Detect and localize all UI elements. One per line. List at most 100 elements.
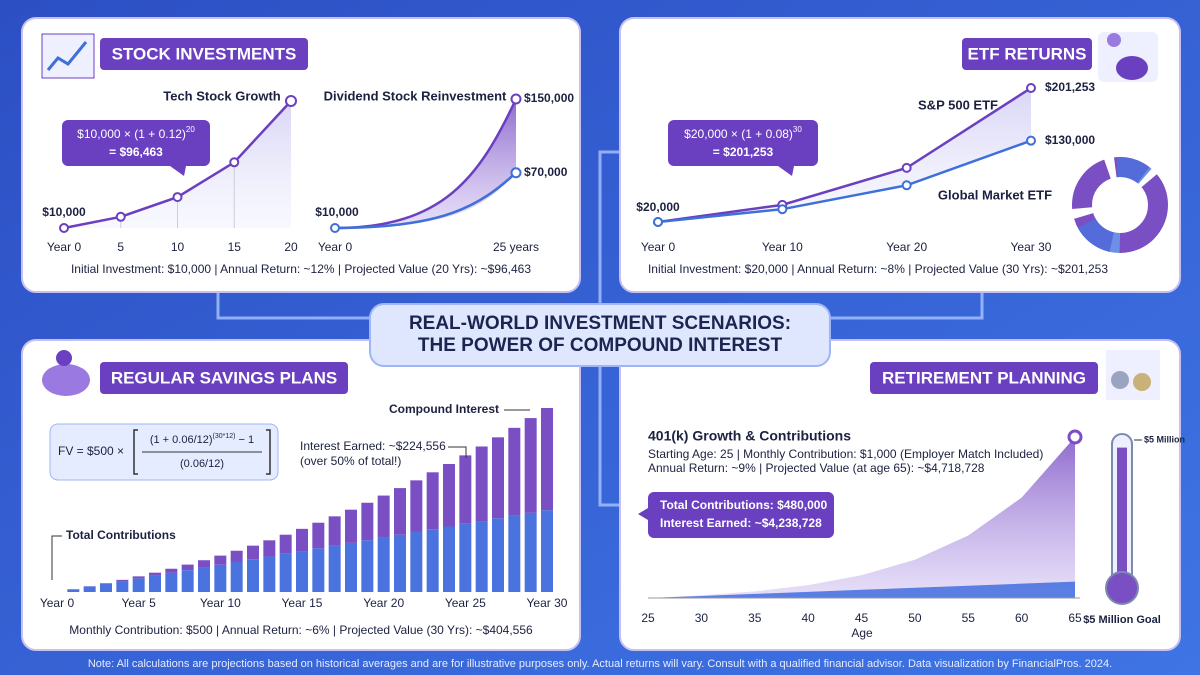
series-label: Compound Interest	[389, 402, 499, 416]
area	[335, 99, 516, 228]
x-tick-label: 25 years	[493, 240, 539, 254]
area	[658, 88, 1031, 222]
x-tick-label: 15	[228, 240, 242, 254]
bar-interest	[426, 472, 439, 530]
line	[334, 171, 517, 230]
series-name: Global Market ETF	[938, 187, 1052, 202]
main-title: REAL-WORLD INVESTMENT SCENARIOS:	[409, 313, 791, 334]
formula-result: = $201,253	[713, 145, 774, 159]
x-tick-label: Year 30	[1011, 240, 1052, 254]
bar-interest	[377, 495, 390, 538]
subtitle: 401(k) Growth & Contributions	[648, 428, 851, 444]
point	[1026, 83, 1036, 93]
x-tick-label: 45	[855, 611, 869, 625]
bar-contribution	[67, 589, 80, 592]
bar-interest	[410, 480, 423, 532]
bar-contribution	[263, 556, 276, 592]
gauge-label: $5 Million	[1144, 434, 1185, 444]
bar-contribution	[279, 553, 292, 592]
connectors	[216, 150, 984, 507]
bar-interest	[247, 545, 259, 560]
callout-tail	[170, 166, 186, 176]
point	[901, 162, 912, 173]
bar-contribution	[361, 540, 374, 592]
bar-interest	[296, 528, 308, 552]
bar-contribution	[459, 523, 472, 592]
panels	[21, 17, 1181, 651]
callout	[668, 120, 818, 166]
bar-contribution	[214, 564, 227, 592]
x-tick-label: 5	[117, 240, 124, 254]
bar-contribution	[492, 518, 504, 592]
bar-contribution	[296, 551, 308, 592]
x-tick-label: Year 10	[200, 596, 241, 610]
point	[653, 217, 663, 227]
x-tick-label: Year 0	[641, 240, 676, 254]
bar-interest	[181, 564, 194, 571]
callout-text: Interest Earned: ~$4,238,728	[660, 516, 822, 530]
end-label: $130,000	[1045, 133, 1095, 147]
line	[657, 139, 1032, 224]
formula: $20,000 × (1 + 0.08)30	[684, 125, 802, 141]
bar-contribution	[345, 542, 357, 592]
bar-contribution	[541, 510, 553, 592]
point	[510, 93, 522, 105]
bar-contribution	[132, 578, 145, 592]
pointer	[448, 446, 467, 458]
point	[172, 192, 183, 203]
x-tick-label: 20	[284, 240, 298, 254]
formula-part: (1 + 0.06/12)	[150, 434, 213, 446]
callout-tail	[638, 508, 648, 520]
x-tick-label: Year 10	[762, 240, 803, 254]
line	[334, 98, 518, 230]
note: Note: All calculations are projections b…	[88, 658, 1112, 670]
line	[657, 86, 1032, 224]
bar-contribution	[247, 559, 259, 592]
point	[229, 157, 240, 168]
point	[510, 167, 522, 179]
info: Annual Return: ~9% | Projected Value (at…	[648, 461, 985, 475]
start-label: $10,000	[42, 205, 86, 219]
heading: ETF RETURNS	[968, 44, 1087, 63]
bar-contribution	[524, 512, 537, 592]
formula-part: − 1	[236, 434, 255, 446]
x-tick-label: Year 20	[363, 596, 404, 610]
bar-interest	[100, 583, 112, 584]
x-tick-label: 65	[1068, 611, 1082, 625]
x-tick-label: 60	[1015, 611, 1029, 625]
formula-den: (0.06/12)	[180, 458, 224, 470]
bar-interest	[345, 509, 357, 543]
gauge-bulb	[1105, 571, 1139, 605]
footer: Initial Investment: $20,000 | Annual Ret…	[648, 262, 1108, 276]
x-tick-label: Year 20	[886, 240, 927, 254]
bar-contribution	[475, 521, 488, 592]
point	[1026, 135, 1036, 146]
bar-contribution	[116, 581, 129, 592]
bar-contribution	[394, 534, 406, 592]
formula-lhs: FV = $500 ×	[58, 444, 124, 458]
formula-base: $20,000 × (1 + 0.08)	[684, 127, 793, 141]
annotation: Interest Earned: ~$224,556	[300, 439, 446, 453]
icons	[41, 32, 1168, 400]
chart-title: Tech Stock Growth	[163, 88, 281, 103]
x-tick-label: 55	[962, 611, 976, 625]
bar-contribution	[377, 537, 390, 592]
bar-interest	[492, 437, 504, 519]
chart-title: Dividend Stock Reinvestment	[324, 88, 507, 103]
bar-interest	[508, 427, 521, 516]
x-tick-label: 50	[908, 611, 922, 625]
end-label: $70,000	[524, 165, 568, 179]
bar-interest	[279, 534, 292, 554]
point	[777, 204, 788, 215]
gauge-fill	[1117, 447, 1127, 585]
x-tick-label: Year 0	[47, 240, 82, 254]
point	[59, 223, 69, 233]
start-label: $10,000	[315, 205, 359, 219]
series-label: Total Contributions	[66, 528, 176, 542]
formula-exp: 30	[793, 125, 802, 134]
bar-interest	[132, 576, 145, 579]
callout	[648, 492, 834, 538]
x-tick-label: Year 0	[318, 240, 353, 254]
bar-interest	[198, 560, 210, 568]
bar-contribution	[83, 586, 96, 592]
